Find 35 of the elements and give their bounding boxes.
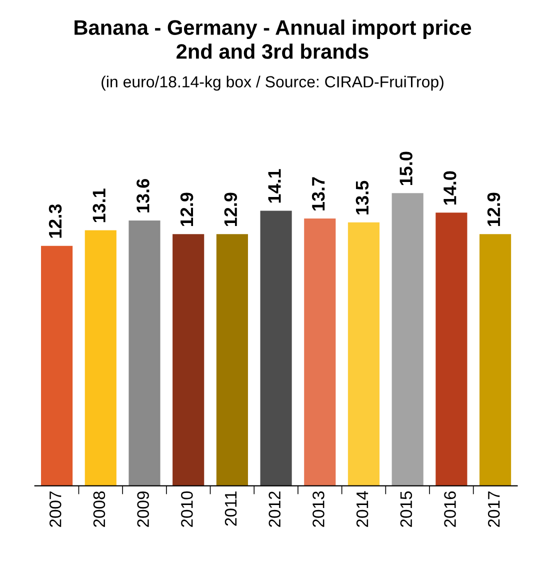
x-tick-label: 2012 bbox=[268, 492, 281, 527]
data-label: 12.9 bbox=[224, 192, 238, 226]
bar bbox=[172, 234, 204, 486]
data-label: 13.5 bbox=[356, 180, 369, 214]
bar bbox=[479, 234, 512, 486]
bar bbox=[348, 222, 380, 486]
data-label: 14.1 bbox=[268, 169, 281, 203]
bar bbox=[128, 220, 160, 486]
bar bbox=[304, 218, 336, 486]
x-tick-label: 2009 bbox=[137, 491, 149, 527]
data-label: 12.9 bbox=[180, 192, 194, 226]
data-label: 12.3 bbox=[48, 204, 62, 238]
x-tick-label: 2011 bbox=[224, 491, 237, 526]
data-label: 13.1 bbox=[92, 188, 106, 222]
bar bbox=[216, 234, 248, 486]
chart-title: Banana - Germany - Annual import price 2nd and 3rd brands bbox=[74, 20, 472, 59]
bar bbox=[260, 210, 292, 486]
x-tick-label: 2010 bbox=[181, 491, 193, 527]
data-label: 13.6 bbox=[136, 179, 150, 212]
bar bbox=[84, 230, 116, 486]
data-label: 14.0 bbox=[443, 171, 456, 205]
x-tick-label: 2016 bbox=[444, 491, 456, 527]
data-label: 13.7 bbox=[312, 177, 325, 210]
x-tick-label: 2015 bbox=[400, 491, 412, 527]
x-tick-label: 2007 bbox=[49, 492, 62, 527]
data-label: 15.0 bbox=[400, 152, 412, 186]
x-tick-label: 2008 bbox=[93, 491, 106, 527]
x-tick-label: 2014 bbox=[356, 491, 368, 527]
data-label: 12.9 bbox=[487, 192, 500, 226]
bar bbox=[392, 193, 424, 486]
bar bbox=[436, 212, 468, 486]
bar bbox=[41, 246, 73, 486]
x-tick-label: 2017 bbox=[488, 492, 500, 527]
chart-subtitle: (in euro/18.14-kg box / Source: CIRAD-FruiTrop) bbox=[102, 76, 444, 91]
x-tick-label: 2013 bbox=[312, 491, 324, 527]
